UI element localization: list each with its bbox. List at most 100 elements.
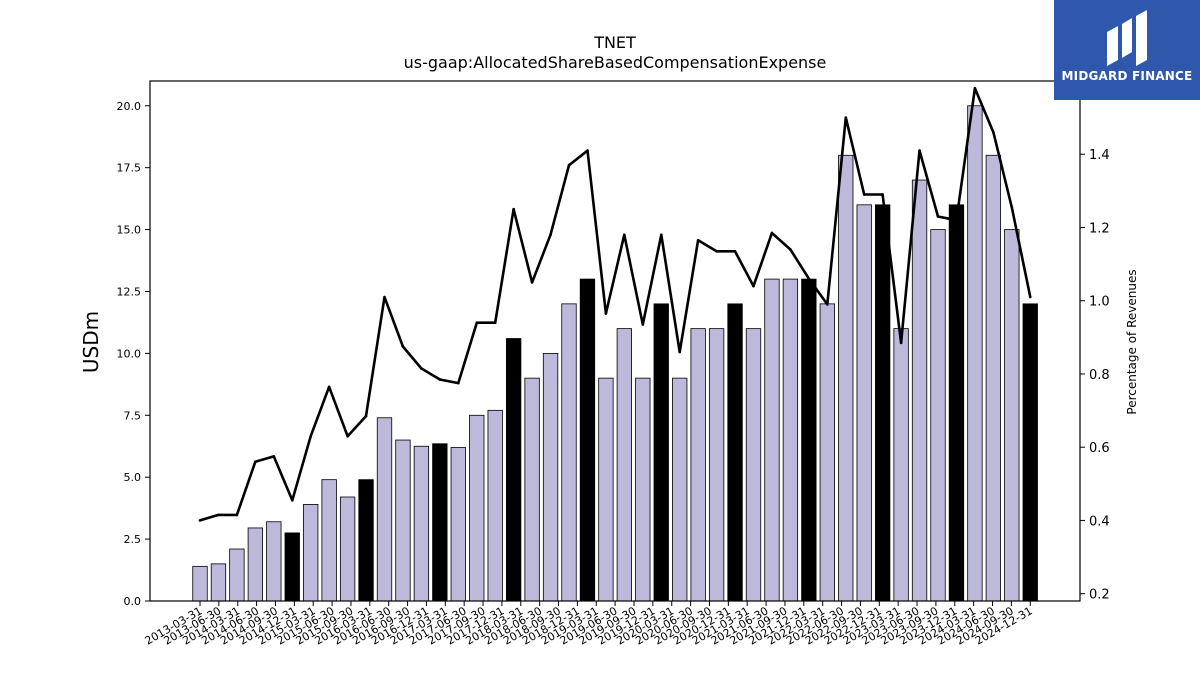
line-point: [457, 381, 460, 385]
bar: [561, 303, 577, 602]
y2-tick-label: 0.6: [1089, 441, 1110, 456]
bar: [1022, 303, 1038, 602]
line-point: [862, 193, 866, 196]
line-point: [401, 345, 405, 348]
bar: [1004, 229, 1020, 602]
bar: [247, 527, 264, 602]
line-point: [512, 207, 515, 211]
line-point: [844, 116, 848, 119]
line-point: [346, 434, 349, 438]
series-line: [199, 87, 1032, 522]
line-point: [918, 149, 921, 152]
line-point: [641, 323, 645, 326]
line-point: [530, 281, 534, 284]
line-point: [420, 367, 423, 370]
bar: [339, 496, 356, 602]
line-point: [254, 460, 257, 464]
bar: [764, 278, 780, 602]
y2-tick-label: 1.0: [1089, 295, 1110, 310]
line-point: [881, 193, 884, 196]
chart-title: TNET: [593, 33, 636, 52]
y-tick-label: 15.0: [117, 224, 142, 237]
y-tick-label: 0.0: [124, 595, 142, 608]
bar: [579, 278, 596, 602]
bar: [948, 204, 965, 602]
line-point: [715, 249, 718, 253]
bar: [708, 328, 725, 602]
chart-subtitle: us-gaap:AllocatedShareBasedCompensationE…: [404, 53, 827, 72]
line-point: [604, 312, 608, 315]
line-point: [936, 215, 940, 218]
bar: [598, 377, 614, 602]
bar: [782, 278, 799, 602]
bar: [266, 521, 282, 602]
line-point: [826, 303, 829, 306]
line-point: [327, 385, 331, 389]
bar: [875, 204, 891, 602]
bar: [616, 328, 632, 602]
brand-name: MIDGARD FINANCE: [1061, 69, 1193, 83]
line-point: [272, 455, 276, 458]
y-tick-label: 17.5: [117, 162, 142, 175]
y2-tick-label: 0.4: [1089, 514, 1110, 529]
line-point: [1010, 206, 1014, 209]
y-tick-label: 5.0: [124, 471, 142, 484]
bar: [487, 409, 503, 602]
y2-tick-label: 0.8: [1089, 368, 1110, 383]
line-point: [493, 321, 497, 324]
brand-logo: MIDGARD FINANCE: [1054, 0, 1200, 100]
bar: [210, 563, 227, 602]
y-tick-label: 10.0: [117, 347, 142, 360]
line-point: [696, 238, 700, 242]
bar: [524, 377, 540, 602]
line-point: [899, 341, 903, 345]
y-tick-label: 12.5: [117, 285, 142, 298]
bar: [930, 229, 946, 602]
line-point: [733, 249, 737, 253]
line-point: [309, 434, 313, 438]
line-point: [752, 284, 755, 288]
bar: [376, 417, 393, 602]
y-tick-label: 7.5: [124, 409, 142, 422]
bar: [450, 447, 466, 602]
bar: [745, 328, 762, 602]
line-point: [383, 295, 386, 299]
bar: [801, 278, 817, 602]
line-point: [659, 233, 663, 237]
bar: [635, 377, 651, 602]
bar: [893, 328, 909, 602]
bar: [690, 328, 706, 602]
line-point: [992, 130, 995, 134]
y-axis-label: USDm: [79, 311, 103, 373]
y2-tick-label: 1.2: [1089, 221, 1110, 236]
y2-axis-label: Percentage of Revenues: [1125, 269, 1139, 414]
line-point: [1028, 295, 1032, 299]
line-point: [678, 350, 681, 354]
line-point: [789, 248, 792, 251]
bar: [967, 105, 983, 602]
line-point: [364, 414, 368, 418]
bar: [469, 414, 485, 602]
brand-mark-icon: [1107, 10, 1147, 66]
line-point: [290, 498, 294, 502]
line-point: [438, 378, 442, 381]
line-group: [198, 87, 1032, 522]
bar: [505, 338, 522, 602]
y2-tick-label: 0.2: [1089, 588, 1110, 603]
line-point: [567, 163, 571, 167]
y-tick-label: 20.0: [117, 100, 142, 113]
y-tick-label: 2.5: [124, 533, 142, 546]
bar: [838, 154, 854, 602]
bar: [321, 479, 337, 602]
line-point: [475, 321, 479, 324]
line-point: [807, 277, 811, 281]
line-point: [623, 233, 626, 237]
line-point: [770, 231, 774, 235]
line-point: [198, 519, 202, 522]
line-point: [586, 149, 589, 152]
bar: [911, 179, 928, 602]
bar: [856, 204, 872, 602]
line-point: [955, 218, 958, 222]
bar-group: [192, 105, 1038, 602]
